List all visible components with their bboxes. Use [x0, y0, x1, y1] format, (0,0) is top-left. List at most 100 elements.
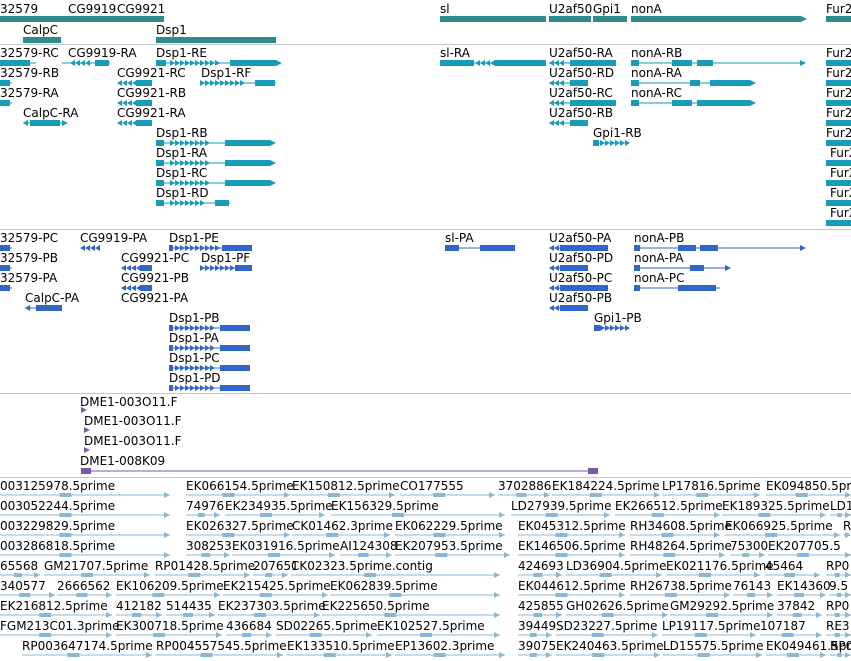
transcript-glyph[interactable] [122, 120, 127, 126]
est-glyph[interactable] [698, 573, 711, 577]
est-glyph[interactable] [76, 593, 88, 597]
est-label[interactable]: RP0 [826, 559, 850, 573]
est-glyph[interactable] [834, 573, 840, 577]
transcript-glyph[interactable] [127, 100, 132, 106]
est-label[interactable]: R [843, 519, 851, 533]
est-glyph[interactable] [284, 492, 290, 498]
protein-glyph[interactable] [225, 265, 230, 271]
transcript-label[interactable]: Dsp1-RA [156, 146, 208, 160]
est-glyph[interactable] [59, 533, 72, 537]
transcript-glyph[interactable] [190, 180, 195, 186]
transcript-glyph[interactable] [10, 60, 15, 66]
clone-glyph[interactable] [81, 468, 91, 474]
transcript-glyph[interactable] [215, 80, 220, 86]
est-label[interactable]: GM29292.5prime [670, 599, 775, 613]
est-glyph[interactable] [389, 593, 402, 597]
gene-label[interactable]: Dsp1 [156, 23, 187, 37]
transcript-glyph[interactable] [200, 140, 205, 146]
est-glyph[interactable] [81, 573, 94, 577]
protein-glyph[interactable] [210, 365, 215, 371]
protein-glyph[interactable] [222, 245, 252, 251]
transcript-label[interactable]: Fur2 [826, 106, 851, 120]
transcript-label[interactable]: Dsp1-RC [156, 166, 208, 180]
est-label[interactable]: 003229829.5prime [0, 519, 116, 533]
transcript-glyph[interactable] [690, 80, 700, 86]
est-glyph[interactable] [820, 652, 826, 658]
protein-glyph[interactable] [190, 245, 195, 251]
protein-glyph[interactable] [594, 325, 600, 331]
protein-glyph[interactable] [185, 245, 190, 251]
protein-glyph[interactable] [190, 385, 195, 391]
transcript-glyph[interactable] [672, 60, 692, 66]
transcript-glyph[interactable] [200, 180, 205, 186]
transcript-glyph[interactable] [132, 100, 137, 106]
est-glyph[interactable] [529, 653, 537, 657]
protein-glyph[interactable] [0, 285, 10, 291]
transcript-glyph[interactable] [554, 120, 559, 126]
transcript-glyph[interactable] [672, 100, 692, 106]
protein-glyph[interactable] [800, 245, 806, 251]
transcript-glyph[interactable] [95, 60, 109, 66]
transcript-glyph[interactable] [826, 140, 851, 146]
protein-glyph[interactable] [554, 265, 559, 271]
protein-glyph[interactable] [140, 285, 152, 291]
protein-glyph[interactable] [180, 365, 185, 371]
protein-glyph[interactable] [215, 265, 220, 271]
est-label[interactable]: EK300718.5prime [116, 619, 224, 633]
est-label[interactable]: LD1 [830, 499, 851, 513]
transcript-glyph[interactable] [270, 180, 276, 186]
protein-glyph[interactable] [220, 345, 250, 351]
protein-label[interactable]: sl-PA [445, 231, 474, 245]
transcript-glyph[interactable] [549, 80, 554, 86]
protein-glyph[interactable] [190, 365, 195, 371]
est-glyph[interactable] [589, 493, 602, 497]
transcript-glyph[interactable] [270, 140, 276, 146]
protein-glyph[interactable] [85, 245, 90, 251]
est-label[interactable]: 2666562 [57, 579, 111, 593]
protein-glyph[interactable] [200, 245, 205, 251]
transcript-glyph[interactable] [180, 140, 185, 146]
transcript-label[interactable]: CG9921-RC [117, 66, 186, 80]
protein-glyph[interactable] [560, 245, 608, 251]
protein-glyph[interactable] [90, 245, 95, 251]
est-glyph[interactable] [39, 633, 52, 637]
est-label[interactable]: 340577 [0, 579, 46, 593]
protein-glyph[interactable] [195, 385, 200, 391]
transcript-glyph[interactable] [205, 60, 210, 66]
transcript-glyph[interactable] [205, 160, 210, 166]
est-glyph[interactable] [845, 572, 851, 578]
est-label[interactable]: EK062229.5prime [395, 519, 503, 533]
protein-glyph[interactable] [210, 345, 215, 351]
gene-label[interactable]: CG9921 [117, 2, 166, 16]
est-glyph[interactable] [214, 592, 220, 598]
est-label[interactable]: 424693 [518, 559, 564, 573]
transcript-glyph[interactable] [230, 80, 235, 86]
est-glyph[interactable] [266, 632, 272, 638]
est-glyph[interactable] [756, 652, 762, 658]
transcript-label[interactable]: Gpi1-RB [593, 126, 642, 140]
transcript-glyph[interactable] [5, 60, 10, 66]
transcript-glyph[interactable] [210, 60, 215, 66]
transcript-glyph[interactable] [136, 80, 152, 86]
est-glyph[interactable] [494, 592, 500, 598]
est-glyph[interactable] [845, 492, 851, 498]
protein-glyph[interactable] [678, 285, 716, 291]
transcript-glyph[interactable] [205, 80, 210, 86]
transcript-glyph[interactable] [800, 60, 806, 66]
est-glyph[interactable] [845, 532, 851, 538]
transcript-glyph[interactable] [615, 140, 620, 146]
protein-glyph[interactable] [200, 265, 205, 271]
protein-glyph[interactable] [220, 265, 225, 271]
est-glyph[interactable] [556, 572, 562, 578]
protein-glyph[interactable] [210, 265, 215, 271]
gene-label[interactable]: sl [440, 2, 450, 16]
transcript-glyph[interactable] [190, 140, 195, 146]
est-label[interactable]: EK225650.5prime [322, 599, 430, 613]
transcript-label[interactable]: Dsp1-RD [156, 186, 209, 200]
est-glyph[interactable] [153, 633, 166, 637]
est-glyph[interactable] [719, 552, 725, 558]
est-glyph[interactable] [556, 612, 562, 618]
est-glyph[interactable] [386, 552, 392, 558]
est-label[interactable]: 45464 [765, 559, 804, 573]
protein-glyph[interactable] [560, 265, 588, 271]
